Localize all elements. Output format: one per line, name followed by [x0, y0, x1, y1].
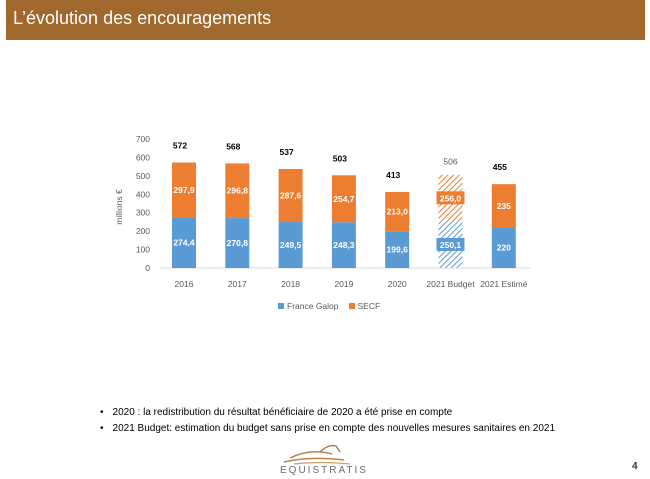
x-tick-label: 2016	[175, 279, 194, 289]
y-tick-label: 500	[136, 171, 150, 181]
total-label: 568	[226, 141, 240, 151]
bar-segment-secf	[385, 191, 410, 232]
chart-legend: France Galop SECF	[278, 301, 380, 311]
y-tick-label: 100	[136, 245, 150, 255]
total-label: 537	[280, 147, 294, 157]
data-label: 250,1	[440, 240, 462, 250]
data-label: 249,5	[280, 240, 302, 250]
bullet-icon: •	[100, 407, 104, 418]
bullet-icon: •	[100, 423, 104, 434]
y-tick-label: 700	[136, 134, 150, 144]
note-text: 2020 : la redistribution du résultat bén…	[112, 407, 453, 418]
notes-list: • 2020 : la redistribution du résultat b…	[100, 405, 555, 437]
bar-segment-secf	[172, 162, 196, 218]
x-tick-label: 2017	[228, 279, 247, 289]
bar-segment-secf	[331, 175, 356, 223]
data-label: 297,9	[173, 185, 195, 195]
total-label: 506	[443, 157, 457, 167]
bar-segment-france-galop	[331, 222, 356, 268]
bar-segment-france-galop	[491, 227, 516, 268]
bar-segment-secf	[491, 184, 516, 228]
bar-segment-france-galop	[385, 231, 410, 268]
legend-swatch-france-galop	[278, 303, 284, 309]
data-label: 213,0	[387, 207, 409, 217]
bar-segment-france-galop	[225, 218, 250, 268]
note-item: • 2021 Budget: estimation du budget sans…	[100, 421, 555, 437]
page-title: L’évolution des encouragements	[13, 8, 272, 28]
legend-item-france-galop: France Galop	[278, 301, 339, 311]
y-tick-label: 600	[136, 152, 150, 162]
logo-text: EQUISTRATIS	[280, 465, 368, 476]
equistratis-logo: EQUISTRATIS	[280, 444, 370, 478]
total-label: 413	[386, 170, 400, 180]
data-label: 235	[497, 201, 511, 211]
bar-segment-secf	[278, 169, 303, 223]
legend-label: France Galop	[287, 301, 339, 311]
y-tick-label: 200	[136, 226, 150, 236]
data-label: 199,6	[387, 245, 409, 255]
data-label-background	[436, 191, 465, 205]
header-bar: L’évolution des encouragements	[6, 0, 645, 40]
note-text: 2021 Budget: estimation du budget sans p…	[112, 423, 556, 434]
x-tick-label: 2019	[334, 279, 353, 289]
data-label: 248,3	[333, 240, 355, 250]
data-label: 296,8	[227, 186, 249, 196]
data-label: 270,8	[227, 238, 249, 248]
bar-segment-france-galop	[278, 222, 303, 268]
data-label-background	[436, 237, 465, 251]
x-tick-label: 2018	[281, 279, 300, 289]
bar-segment-secf	[225, 163, 250, 219]
bar-segment-france-galop	[172, 217, 196, 268]
data-label: 220	[497, 243, 511, 253]
total-label: 572	[173, 141, 187, 151]
y-tick-label: 300	[136, 208, 150, 218]
x-tick-label: 2021 Budget	[426, 279, 475, 289]
y-tick-label: 0	[145, 263, 150, 273]
y-tick-label: 400	[136, 189, 150, 199]
legend-item-secf: SECF	[348, 301, 381, 311]
y-axis-label: millions €	[114, 189, 124, 225]
stacked-bar-chart: millions € 0 100 200 300 400 500 600 700 274,4 2…	[114, 134, 530, 289]
data-label: 256,0	[440, 193, 462, 203]
total-label: 503	[333, 153, 347, 163]
x-tick-label: 2021 Estimé	[480, 279, 528, 289]
note-item: • 2020 : la redistribution du résultat b…	[100, 405, 555, 421]
page-number: 4	[632, 461, 638, 472]
legend-swatch-secf	[348, 303, 355, 309]
total-label: 455	[493, 162, 507, 172]
legend-label: SECF	[357, 301, 381, 311]
data-label: 254,7	[333, 194, 355, 204]
horse-logo-icon	[283, 445, 351, 465]
data-label: 274,4	[173, 238, 195, 248]
x-tick-label: 2020	[388, 279, 407, 289]
data-label: 287,6	[280, 191, 302, 201]
